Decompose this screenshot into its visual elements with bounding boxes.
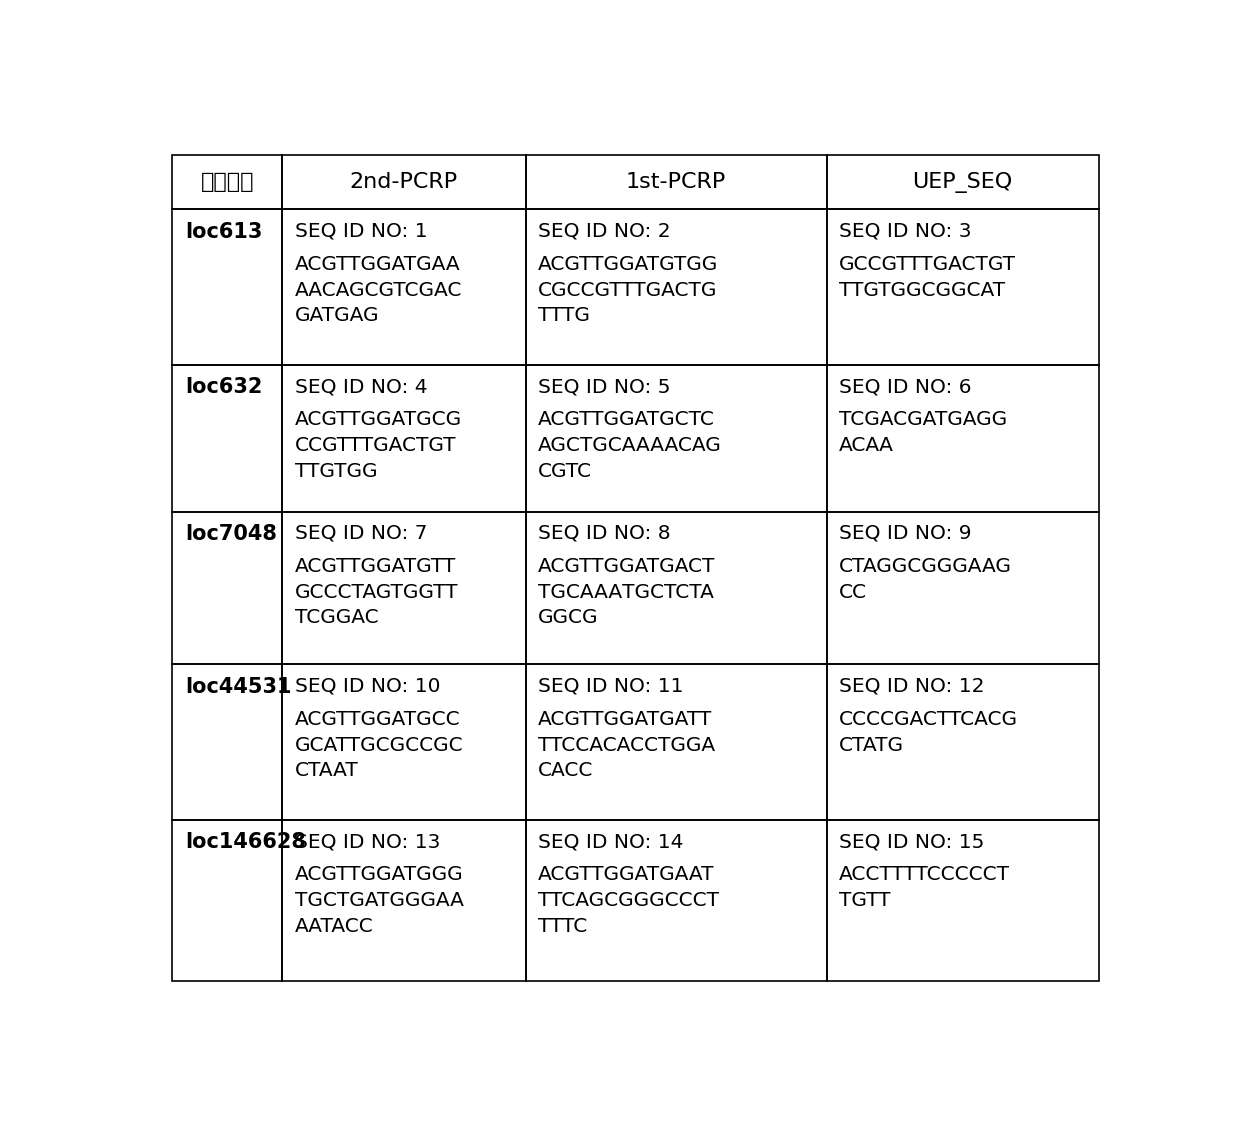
Bar [827, 820, 1099, 981]
Text: ACCTTTTCCCCCT
TGTT: ACCTTTTCCCCCT TGTT [839, 865, 1011, 909]
Text: SEQ ID NO: 15: SEQ ID NO: 15 [839, 832, 985, 850]
Bar [172, 210, 283, 365]
Bar [526, 365, 827, 511]
Bar [283, 155, 526, 210]
Text: 位点名称: 位点名称 [201, 172, 254, 193]
Text: SEQ ID NO: 10: SEQ ID NO: 10 [295, 677, 440, 695]
Text: loc44531: loc44531 [185, 677, 291, 696]
Bar [526, 210, 827, 365]
Text: ACGTTGGATGCC
GCATTGCGCCGC
CTAAT: ACGTTGGATGCC GCATTGCGCCGC CTAAT [295, 710, 464, 780]
Text: loc632: loc632 [185, 378, 262, 397]
Text: ACGTTGGATGGG
TGCTGATGGGAA
AATACC: ACGTTGGATGGG TGCTGATGGGAA AATACC [295, 865, 464, 936]
Text: SEQ ID NO: 1: SEQ ID NO: 1 [295, 221, 428, 240]
Bar [526, 665, 827, 820]
Bar [827, 210, 1099, 365]
Text: loc146628: loc146628 [185, 832, 306, 852]
Bar [283, 820, 526, 981]
Text: ACGTTGGATGCG
CCGTTTGACTGT
TTGTGG: ACGTTGGATGCG CCGTTTGACTGT TTGTGG [295, 411, 461, 481]
Text: loc613: loc613 [185, 221, 262, 242]
Text: SEQ ID NO: 2: SEQ ID NO: 2 [538, 221, 671, 240]
Text: ACGTTGGATGATT
TTCCACACCTGGA
CACC: ACGTTGGATGATT TTCCACACCTGGA CACC [538, 710, 715, 780]
Bar [172, 665, 283, 820]
Text: TCGACGATGAGG
ACАА: TCGACGATGAGG ACАА [839, 411, 1007, 455]
Text: CCCCGACTTCACG
CTATG: CCCCGACTTCACG CTATG [839, 710, 1018, 754]
Text: 2nd-PCRP: 2nd-PCRP [350, 172, 458, 193]
Text: ACGTTGGATGAAT
TTCAGCGGGCCCT
TTTC: ACGTTGGATGAAT TTCAGCGGGCCCT TTTC [538, 865, 719, 936]
Bar [283, 665, 526, 820]
Text: SEQ ID NO: 4: SEQ ID NO: 4 [295, 378, 428, 396]
Bar [827, 511, 1099, 665]
Text: GCCGTTTGACTGT
TTGTGGCGGCAT: GCCGTTTGACTGT TTGTGGCGGCAT [839, 255, 1016, 299]
Text: SEQ ID NO: 6: SEQ ID NO: 6 [839, 378, 971, 396]
Bar [283, 365, 526, 511]
Bar [172, 511, 283, 665]
Text: SEQ ID NO: 13: SEQ ID NO: 13 [295, 832, 440, 850]
Bar [172, 820, 283, 981]
Bar [283, 511, 526, 665]
Bar [827, 665, 1099, 820]
Bar [172, 365, 283, 511]
Bar [827, 155, 1099, 210]
Text: SEQ ID NO: 14: SEQ ID NO: 14 [538, 832, 683, 850]
Text: SEQ ID NO: 3: SEQ ID NO: 3 [839, 221, 971, 240]
Bar [172, 155, 283, 210]
Text: SEQ ID NO: 8: SEQ ID NO: 8 [538, 524, 671, 543]
Text: SEQ ID NO: 9: SEQ ID NO: 9 [839, 524, 971, 543]
Text: SEQ ID NO: 5: SEQ ID NO: 5 [538, 378, 671, 396]
Bar [526, 511, 827, 665]
Text: ACGTTGGATGTGG
CGCCGTTTGACTG
TTTG: ACGTTGGATGTGG CGCCGTTTGACTG TTTG [538, 255, 718, 325]
Text: ACGTTGGATGCTC
AGCTGCAAAACAG
CGTC: ACGTTGGATGCTC AGCTGCAAAACAG CGTC [538, 411, 722, 481]
Text: SEQ ID NO: 11: SEQ ID NO: 11 [538, 677, 683, 695]
Bar [526, 155, 827, 210]
Text: ACGTTGGATGACT
TGCAAAТGCTCTA
GGCG: ACGTTGGATGACT TGCAAAТGCTCTA GGCG [538, 557, 715, 627]
Bar [526, 820, 827, 981]
Text: SEQ ID NO: 7: SEQ ID NO: 7 [295, 524, 427, 543]
Text: ACGTTGGATGAA
AACAGCGTCGAC
GATGAG: ACGTTGGATGAA AACAGCGTCGAC GATGAG [295, 255, 463, 325]
Text: UEP_SEQ: UEP_SEQ [913, 172, 1013, 193]
Text: 1st-PCRP: 1st-PCRP [626, 172, 727, 193]
Bar [827, 365, 1099, 511]
Text: ACGTTGGATGTT
GCCCTAGTGGTT
TCGGAC: ACGTTGGATGTT GCCCTAGTGGTT TCGGAC [295, 557, 458, 627]
Text: loc7048: loc7048 [185, 524, 277, 544]
Text: CTAGGCGGGAAG
CC: CTAGGCGGGAAG CC [839, 557, 1012, 602]
Text: SEQ ID NO: 12: SEQ ID NO: 12 [839, 677, 985, 695]
Bar [283, 210, 526, 365]
